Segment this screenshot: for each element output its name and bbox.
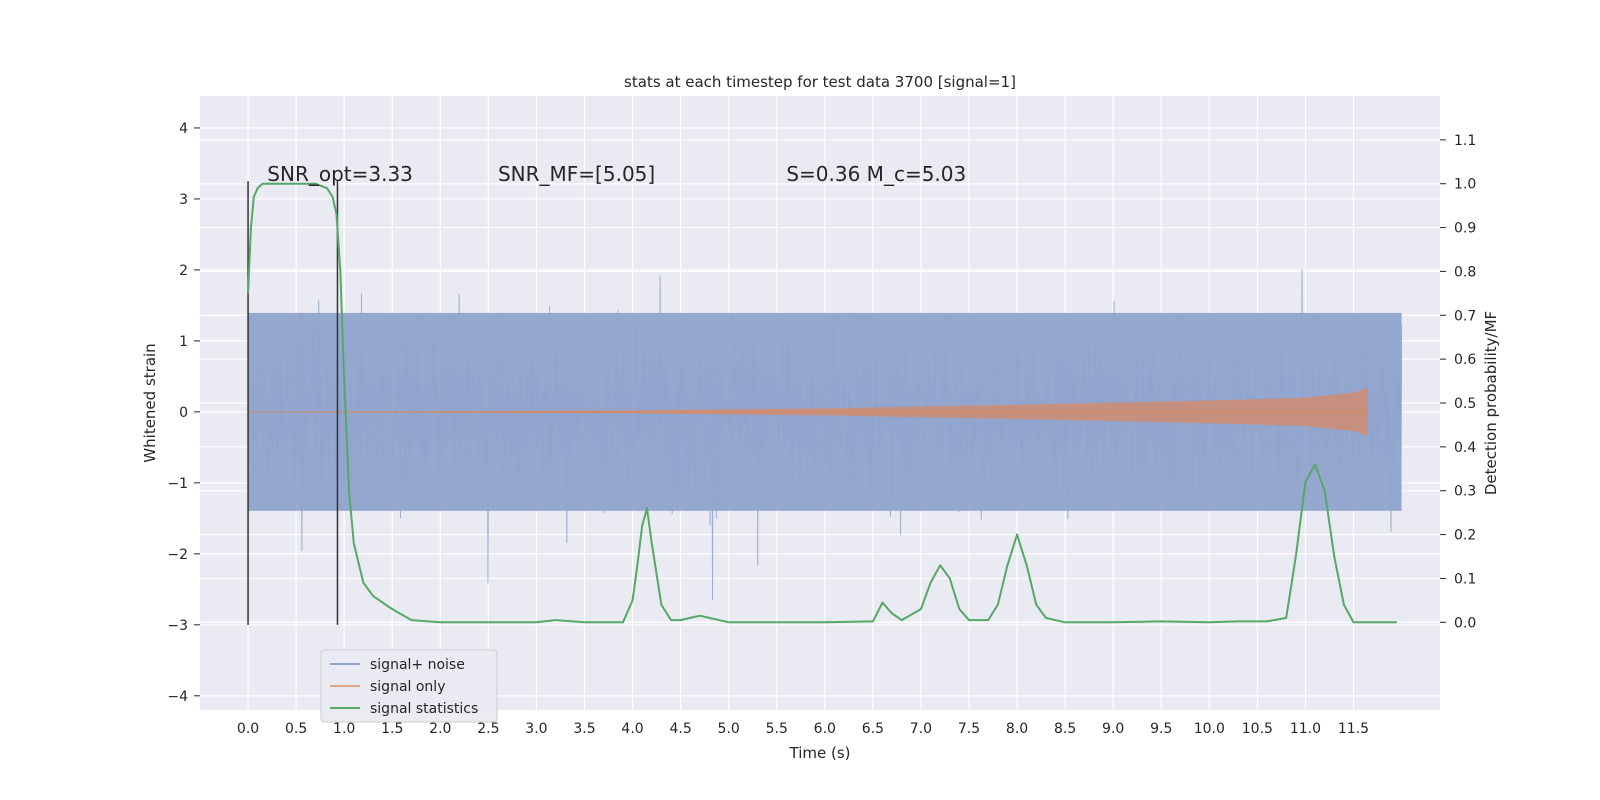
y2-axis-label: Detection probability/MF (1482, 311, 1500, 495)
y2-tick-label: 0.7 (1454, 308, 1476, 324)
x-tick-label: 7.0 (910, 721, 932, 737)
x-tick-label: 4.0 (621, 721, 643, 737)
legend: signal+ noise signal only signal statist… (320, 649, 498, 723)
y-tick-labels: 4 3 2 1 0 −1 −2 −3 −4 (167, 121, 188, 705)
x-tick-label: 3.0 (525, 721, 547, 737)
y-tick-label: 0 (179, 405, 188, 421)
x-tick-label: 1.0 (333, 721, 355, 737)
signal-statistics-line (247, 182, 1397, 624)
y-tick-label: −1 (167, 476, 188, 492)
x-tick-label: 11.5 (1338, 721, 1369, 737)
annotations: SNR_opt=3.33 SNR_MF=[5.05] S=0.36 M_c=5.03 (267, 162, 966, 186)
y-tick-label: 2 (179, 263, 188, 279)
x-tick-labels: 0.0 0.5 1.0 1.5 2.0 2.5 3.0 3.5 4.0 4.5 5.0 5.5 6.0 6… (237, 721, 1369, 737)
y2-tick-label: 0.9 (1454, 221, 1476, 237)
y-tick-label: 3 (179, 192, 188, 208)
y2-tick-label: 0.6 (1454, 352, 1476, 368)
x-tick-label: 8.5 (1054, 721, 1076, 737)
y2-tick-label: 0.4 (1454, 440, 1476, 456)
legend-label-signal-plus-noise: signal+ noise (370, 657, 465, 673)
y2-tick-label: 0.8 (1454, 264, 1476, 280)
y2-tick-label: 1.0 (1454, 177, 1476, 193)
x-tick-label: 6.0 (814, 721, 836, 737)
x-tick-label: 6.5 (862, 721, 884, 737)
legend-label-signal-statistics: signal statistics (370, 701, 478, 717)
x-tick-label: 11.0 (1290, 721, 1321, 737)
x-tick-label: 10.5 (1242, 721, 1273, 737)
x-tick-label: 5.0 (718, 721, 740, 737)
y-tick-label: −3 (167, 618, 188, 634)
legend-label-signal-only: signal only (370, 679, 445, 695)
y-axis-label: Whitened strain (141, 343, 159, 462)
y2-tick-label: 0.0 (1454, 615, 1476, 631)
y2-tick-label: 0.2 (1454, 528, 1476, 544)
y2-tick-label: 0.1 (1454, 571, 1476, 587)
annotation: S=0.36 M_c=5.03 (786, 162, 966, 186)
y2-tick-label: 1.1 (1454, 133, 1476, 149)
legend-box (320, 649, 498, 723)
y-tick-label: −2 (167, 547, 188, 563)
chart-title: stats at each timestep for test data 370… (624, 73, 1016, 91)
x-tick-label: 7.5 (958, 721, 980, 737)
y-tick-label: −4 (167, 689, 188, 705)
y-tick-label: 1 (179, 334, 188, 350)
x-tick-label: 5.5 (766, 721, 788, 737)
x-tick-label: 0.0 (237, 721, 259, 737)
x-tick-label: 4.5 (669, 721, 691, 737)
x-tick-label: 2.5 (477, 721, 499, 737)
x-tick-label: 10.0 (1194, 721, 1225, 737)
x-tick-label: 3.5 (573, 721, 595, 737)
x-axis-label: Time (s) (789, 744, 851, 762)
annotation: SNR_opt=3.33 (267, 162, 413, 186)
segment-markers (247, 181, 339, 625)
series-signal-statistics (247, 182, 1397, 624)
annotation: SNR_MF=[5.05] (498, 162, 655, 186)
x-tick-label: 1.5 (381, 721, 403, 737)
x-tick-label: 8.0 (1006, 721, 1028, 737)
y2-tick-labels: 1.1 1.0 0.9 0.8 0.7 0.6 0.5 0.4 0.3 0.2 0.1 0.0 (1454, 133, 1476, 631)
series-signal-only (248, 387, 1368, 437)
y-tick-label: 4 (179, 121, 188, 137)
x-tick-label: 0.5 (285, 721, 307, 737)
x-tick-label: 2.0 (429, 721, 451, 737)
y2-tick-label: 0.5 (1454, 396, 1476, 412)
x-tick-label: 9.0 (1102, 721, 1124, 737)
y2-tick-label: 0.3 (1454, 484, 1476, 500)
x-tick-label: 9.5 (1150, 721, 1172, 737)
